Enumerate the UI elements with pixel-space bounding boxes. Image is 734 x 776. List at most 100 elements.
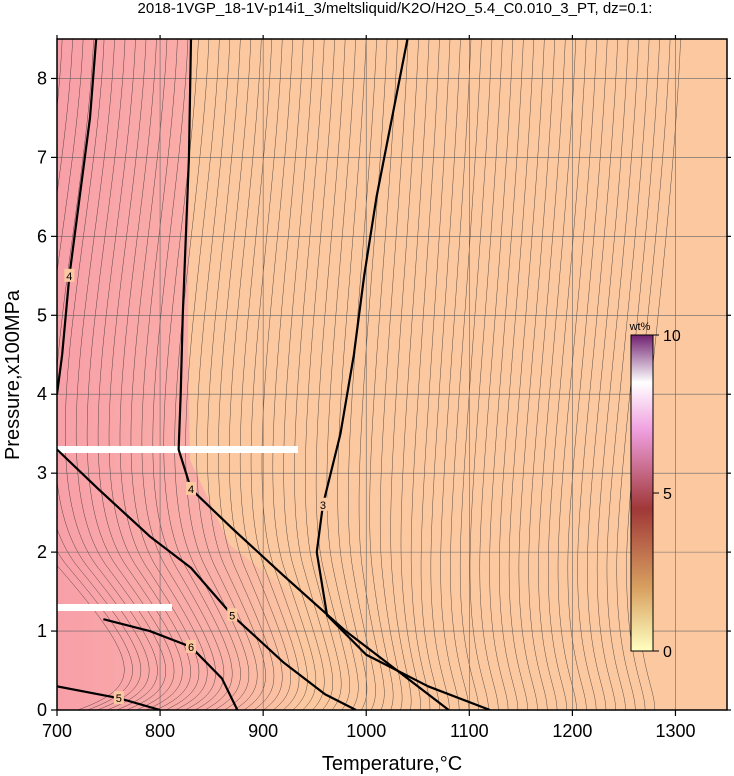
thin-contour-line — [577, 39, 618, 710]
y-tick-label: 4 — [37, 384, 47, 404]
x-tick-label: 1200 — [552, 721, 592, 741]
thin-contour-line — [57, 39, 125, 710]
thin-contour-line — [596, 39, 639, 710]
chart-title: 2018-1VGP_18-1V-p14i1_3/meltsliquid/K2O/… — [138, 0, 653, 17]
colorbar-unit: wt% — [629, 321, 651, 333]
thin-contour-line — [547, 39, 587, 710]
y-tick-label: 5 — [37, 305, 47, 325]
y-tick-label: 7 — [37, 147, 47, 167]
thin-contour-line — [450, 39, 482, 710]
contour-label-bg — [113, 691, 124, 705]
thin-contour-line — [479, 39, 514, 710]
x-tick-label: 900 — [248, 721, 278, 741]
thin-contour-line — [229, 39, 283, 710]
thin-contour-line — [97, 39, 183, 710]
x-tick-label: 1300 — [655, 721, 695, 741]
thin-contour-line — [459, 39, 493, 710]
thin-contour-line — [337, 39, 368, 710]
contour-label-bg — [227, 608, 238, 622]
thin-contour-line — [57, 39, 133, 710]
x-axis: 700 800 900 1000 1100 1200 1300 — [42, 35, 695, 741]
grid — [57, 39, 727, 710]
thin-contour-line — [163, 39, 233, 710]
missing-data-band-upper — [57, 446, 298, 453]
thin-contour-line — [469, 39, 503, 710]
labeled-contours: 3 4 5 6 4 5 — [57, 39, 491, 710]
thin-contour-line — [430, 39, 461, 710]
thin-contour-line — [528, 39, 566, 710]
high-value-region — [57, 39, 505, 710]
contour-line-4 — [57, 39, 98, 395]
y-axis: 0 1 2 3 4 5 6 7 8 — [37, 68, 731, 720]
y-tick-label: 6 — [37, 226, 47, 246]
thin-contour-line — [400, 39, 430, 710]
thin-contour-line — [283, 39, 325, 710]
colorbar-gradient — [630, 334, 654, 652]
thin-contour-line — [489, 39, 524, 710]
thin-contour-line — [108, 39, 191, 710]
thin-contour-line — [152, 39, 225, 710]
thin-contour-line — [557, 39, 598, 710]
contour-label: 6 — [188, 642, 194, 654]
thin-contour-line — [508, 39, 545, 710]
thin-contour-line — [239, 39, 291, 710]
contour-label: 4 — [188, 484, 194, 496]
contour-line-3 — [315, 39, 491, 710]
thin-contour-line — [305, 39, 342, 710]
contour-label: 5 — [229, 610, 235, 622]
thin-contour-line — [174, 39, 241, 710]
thin-contour-line — [626, 39, 671, 710]
thin-contour-line — [75, 39, 166, 710]
colorbar: wt% 0 5 10 — [629, 321, 681, 661]
plot-area: 3 4 5 6 4 5 — [57, 39, 727, 710]
y-tick-label: 3 — [37, 463, 47, 483]
thin-contour-line — [390, 39, 419, 710]
y-tick-label: 1 — [37, 621, 47, 641]
contour-label-bg — [64, 268, 75, 282]
thin-contour-line — [420, 39, 451, 710]
thin-contour-line — [119, 39, 200, 710]
x-tick-label: 1100 — [450, 721, 489, 741]
contour-label-bg — [186, 639, 196, 653]
x-tick-label: 1000 — [346, 721, 386, 741]
colorbar-tick-label: 10 — [663, 328, 681, 345]
thin-contour-line — [207, 39, 266, 710]
thin-contour-line — [587, 39, 629, 710]
thin-contour-line — [185, 39, 250, 710]
contour-line-4 — [177, 39, 450, 710]
thin-contour-line — [616, 39, 660, 710]
thin-contour-line — [348, 39, 377, 710]
thin-contour-line — [196, 39, 258, 710]
x-tick-label: 700 — [42, 721, 72, 741]
thin-contour-line — [64, 39, 158, 710]
thin-contour-line — [141, 39, 216, 710]
thin-contours — [57, 39, 681, 710]
y-tick-label: 2 — [37, 542, 47, 562]
thin-contour-line — [218, 39, 275, 710]
thin-contour-line — [369, 39, 398, 710]
y-tick-label: 0 — [37, 700, 47, 720]
contour-label-bg — [186, 481, 196, 495]
contour-line-5 — [57, 448, 357, 710]
thin-contour-line — [57, 39, 150, 710]
x-tick-label: 800 — [145, 721, 175, 741]
thin-contour-line — [57, 39, 142, 710]
colorbar-tick-label: 0 — [663, 644, 672, 661]
thin-contour-line — [130, 39, 208, 710]
thin-contour-line — [250, 39, 300, 710]
thin-contour-line — [86, 39, 175, 710]
colorbar-ticks: 0 5 10 — [653, 328, 681, 661]
thin-contour-line — [272, 39, 317, 710]
contour-label-bg — [317, 497, 328, 511]
missing-data-band-lower — [57, 604, 172, 611]
thin-contour-line — [315, 39, 350, 710]
y-tick-label: 8 — [37, 68, 47, 88]
plot-frame — [56, 38, 728, 711]
x-axis-title: Temperature,°C — [322, 753, 462, 775]
thin-contour-line — [606, 39, 650, 710]
thin-contour-line — [294, 39, 333, 710]
colorbar-tick-label: 5 — [663, 486, 672, 503]
thin-contour-line — [538, 39, 577, 710]
contour-label: 3 — [320, 500, 326, 512]
